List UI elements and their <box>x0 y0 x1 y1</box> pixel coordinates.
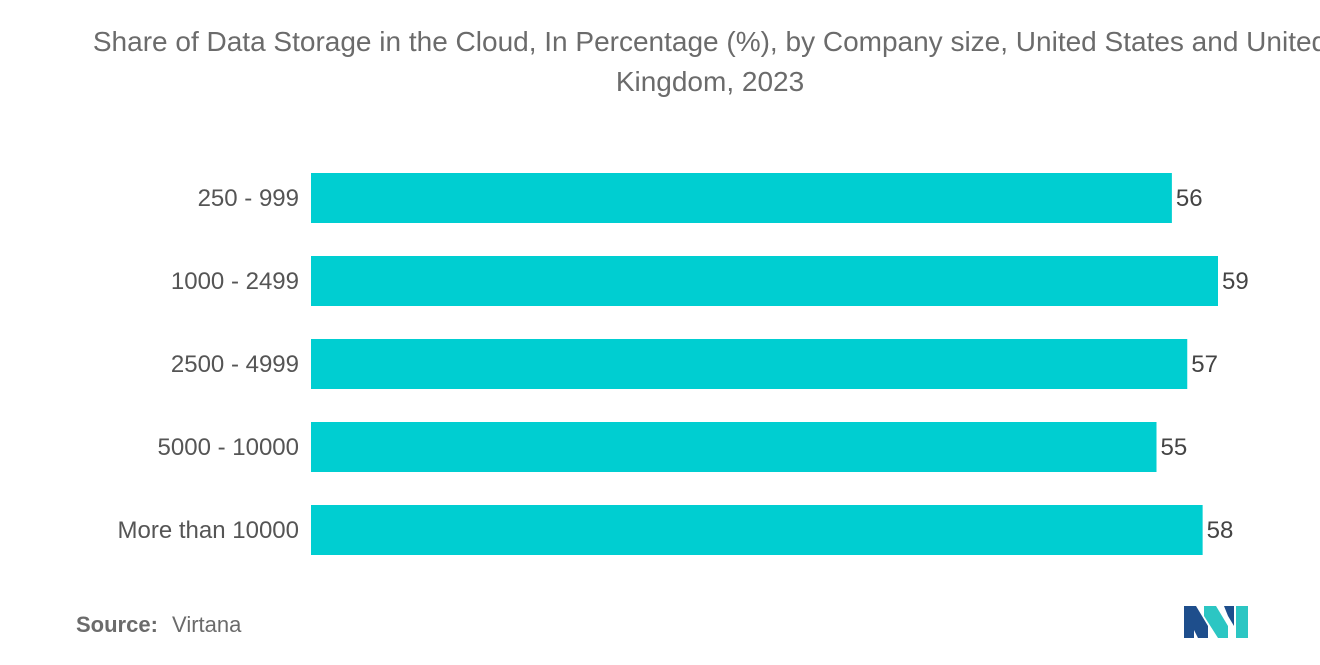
value-label: 57 <box>1191 351 1218 378</box>
value-label: 56 <box>1176 185 1203 212</box>
chart-title: Share of Data Storage in the Cloud, In P… <box>92 26 1320 97</box>
value-label: 58 <box>1207 517 1234 544</box>
bars-layer: 250 - 999 56 1000 - 2499 59 2500 - 4999 57 500… <box>118 173 1249 555</box>
category-label: 250 - 999 <box>198 185 299 212</box>
bar-2 <box>311 339 1188 389</box>
category-label: 5000 - 10000 <box>158 434 299 461</box>
source-value: Virtana <box>172 612 242 637</box>
category-label: 2500 - 4999 <box>171 351 299 378</box>
source-label: Source: <box>76 612 158 637</box>
source-note: Source: Virtana <box>76 612 241 638</box>
mordor-intelligence-logo-icon <box>1184 606 1248 638</box>
bar-0 <box>311 173 1172 223</box>
bar-4 <box>311 505 1203 555</box>
bar-3 <box>311 422 1157 472</box>
category-label: 1000 - 2499 <box>171 268 299 295</box>
value-label: 55 <box>1161 434 1188 461</box>
category-label: More than 10000 <box>118 517 299 544</box>
value-label: 59 <box>1222 268 1249 295</box>
bar-1 <box>311 256 1218 306</box>
bar-chart: 250 - 999 56 1000 - 2499 59 2500 - 4999 57 500… <box>118 173 1249 555</box>
